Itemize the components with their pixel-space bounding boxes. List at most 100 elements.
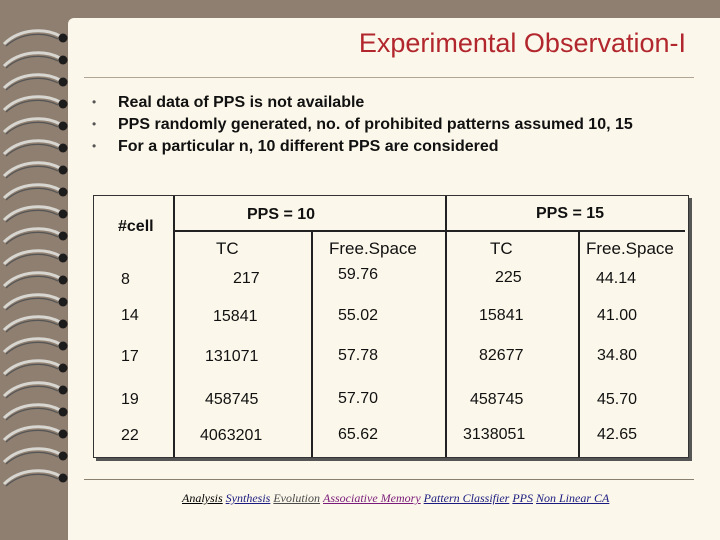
table-divider xyxy=(173,196,175,457)
table-cell: 131071 xyxy=(205,348,259,365)
bullet-text: For a particular n, 10 different PPS are… xyxy=(118,138,499,155)
spiral-ring xyxy=(2,359,61,376)
binding-hole xyxy=(58,77,68,87)
binding-hole xyxy=(58,55,68,65)
group-header-pps15: PPS = 15 xyxy=(536,205,605,222)
bullet-item: • PPS randomly generated, no. of prohibi… xyxy=(92,115,692,134)
binding-hole xyxy=(58,275,68,285)
table-cell: 19 xyxy=(121,391,139,408)
spiral-ring-shadow xyxy=(5,341,59,355)
table-cell: 4063201 xyxy=(200,427,263,444)
table-cell: 15841 xyxy=(479,307,524,324)
spiral-ring xyxy=(2,403,61,420)
table-divider xyxy=(445,196,447,457)
table-cell: 34.80 xyxy=(597,347,638,364)
table-cell: 57.78 xyxy=(338,347,379,364)
binding-hole xyxy=(58,451,68,461)
spiral-ring-shadow xyxy=(5,99,59,113)
table-cell: 14 xyxy=(121,307,139,324)
binding-hole xyxy=(58,165,68,175)
footer-link-analysis[interactable]: Analysis xyxy=(182,491,223,505)
footer-link-pps[interactable]: PPS xyxy=(512,491,533,505)
spiral-ring xyxy=(2,447,61,464)
footer-nav: Analysis Synthesis Evolution Associative Me… xyxy=(182,491,612,506)
table-cell: 55.02 xyxy=(338,307,379,324)
table-cell: 15841 xyxy=(213,308,258,325)
binding-hole xyxy=(58,121,68,131)
table-cell: 59.76 xyxy=(338,266,379,283)
bullet-marker: • xyxy=(92,139,97,153)
spiral-ring xyxy=(2,337,61,354)
table-cell: 45.70 xyxy=(597,391,638,408)
spiral-ring-shadow xyxy=(5,451,59,465)
table-cell: 44.14 xyxy=(596,270,637,287)
footer-link-synthesis[interactable]: Synthesis xyxy=(225,491,271,505)
table-cell: 8 xyxy=(121,271,130,288)
bullet-item: • For a particular n, 10 different PPS a… xyxy=(92,137,692,156)
results-table xyxy=(93,195,689,458)
slide-title: Experimental Observation-I xyxy=(358,28,686,58)
spiral-ring xyxy=(2,161,61,178)
table-divider xyxy=(311,230,313,457)
table-cell: 458745 xyxy=(205,391,259,408)
sub-header-freespace: Free.Space xyxy=(329,239,417,258)
spiral-ring-shadow xyxy=(5,275,59,289)
spiral-ring-shadow xyxy=(5,33,59,47)
spiral-ring xyxy=(2,95,61,112)
table-cell: 65.62 xyxy=(338,426,379,443)
bullet-marker: • xyxy=(92,117,97,131)
bullet-text: Real data of PPS is not available xyxy=(118,94,365,111)
spiral-ring xyxy=(2,271,61,288)
header-divider xyxy=(173,230,685,232)
binding-hole xyxy=(58,33,68,43)
spiral-ring xyxy=(2,381,61,398)
binding-hole xyxy=(58,297,68,307)
binding-hole xyxy=(58,385,68,395)
group-header-pps10: PPS = 10 xyxy=(247,206,316,223)
spiral-ring-shadow xyxy=(5,77,59,91)
binding-hole xyxy=(58,319,68,329)
footer-divider xyxy=(84,479,694,480)
bullet-marker: • xyxy=(92,95,97,109)
spiral-ring xyxy=(2,29,61,46)
spiral-ring xyxy=(2,183,61,200)
binding-hole xyxy=(58,341,68,351)
spiral-ring xyxy=(2,205,61,222)
spiral-ring-shadow xyxy=(5,363,59,377)
binding-hole xyxy=(58,187,68,197)
spiral-ring-shadow xyxy=(5,473,59,487)
binding-hole xyxy=(58,363,68,373)
spiral-ring-shadow xyxy=(5,209,59,223)
table-divider xyxy=(578,230,580,457)
sub-header-tc: TC xyxy=(216,239,239,258)
footer-link-evolution[interactable]: Evolution xyxy=(273,491,321,505)
sub-header-freespace: Free.Space xyxy=(586,239,674,258)
bullet-item: • Real data of PPS is not available xyxy=(92,93,692,112)
spiral-ring-shadow xyxy=(5,429,59,443)
binding-hole xyxy=(58,253,68,263)
spiral-ring xyxy=(2,51,61,68)
sub-header-tc: TC xyxy=(490,239,513,258)
footer-link-pattern-classifier[interactable]: Pattern Classifier xyxy=(423,491,510,505)
title-divider xyxy=(84,77,694,78)
spiral-ring-shadow xyxy=(5,121,59,135)
bullet-list: • Real data of PPS is not available • PP… xyxy=(92,93,692,159)
spiral-ring-shadow xyxy=(5,231,59,245)
binding-hole xyxy=(58,209,68,219)
table-cell: 458745 xyxy=(470,391,524,408)
spiral-ring-shadow xyxy=(5,385,59,399)
spiral-ring xyxy=(2,139,61,156)
binding-hole xyxy=(58,473,68,483)
binding-hole xyxy=(58,407,68,417)
binding-hole xyxy=(58,231,68,241)
spiral-ring xyxy=(2,425,61,442)
spiral-binding xyxy=(2,29,68,487)
footer-link-non-linear-ca[interactable]: Non Linear CA xyxy=(536,491,610,505)
footer-link-associative-memory[interactable]: Associative Memory xyxy=(323,491,421,505)
spiral-ring-shadow xyxy=(5,319,59,333)
spiral-ring xyxy=(2,469,61,486)
spiral-ring-shadow xyxy=(5,407,59,421)
spiral-ring xyxy=(2,73,61,90)
cell-column-header: #cell xyxy=(118,218,154,235)
bullet-text: PPS randomly generated, no. of prohibite… xyxy=(118,116,633,133)
